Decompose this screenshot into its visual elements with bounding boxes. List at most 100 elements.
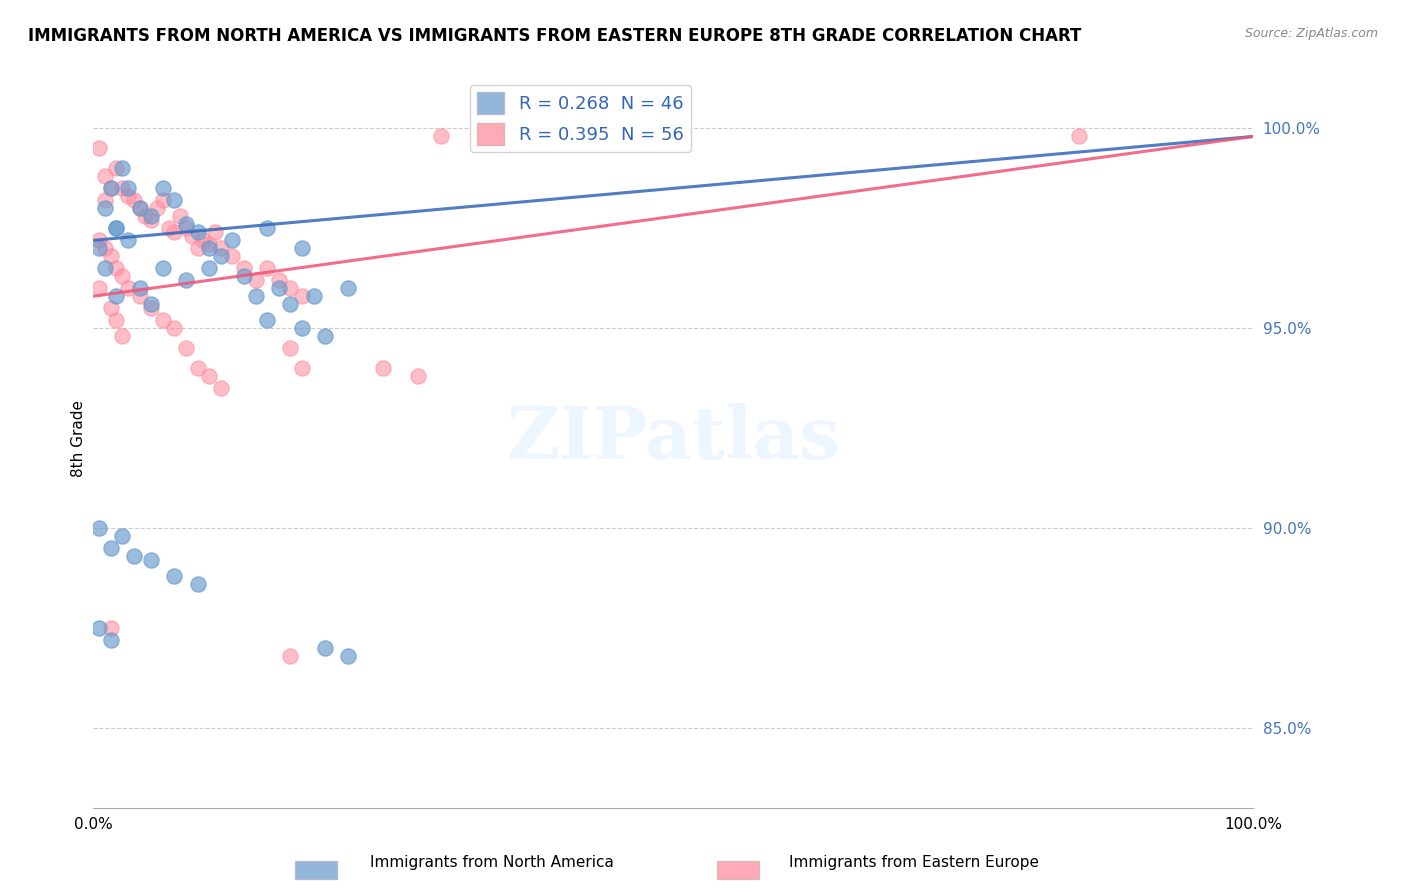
Point: [117, 281, 139, 295]
Point: [180, 229, 202, 244]
Point: [122, 194, 145, 208]
Point: [105, 261, 128, 276]
Point: [267, 273, 290, 287]
Point: [157, 221, 180, 235]
Point: [174, 273, 197, 287]
Point: [198, 241, 221, 255]
Point: [209, 381, 232, 395]
Point: [111, 181, 134, 195]
Point: [105, 289, 128, 303]
Point: [233, 269, 256, 284]
Point: [100, 181, 122, 195]
Point: [174, 221, 197, 235]
Point: [280, 281, 302, 295]
Point: [105, 313, 128, 327]
Point: [193, 233, 215, 247]
Point: [128, 281, 150, 295]
Point: [209, 241, 232, 255]
Point: [291, 241, 314, 255]
Point: [163, 194, 186, 208]
Point: [169, 210, 191, 224]
Text: ZIPatlas: ZIPatlas: [506, 402, 841, 474]
Y-axis label: 8th Grade: 8th Grade: [72, 400, 86, 476]
Point: [174, 218, 197, 232]
Point: [111, 269, 134, 284]
Point: [337, 648, 360, 663]
Point: [87, 241, 110, 255]
Point: [87, 141, 110, 155]
Point: [152, 194, 174, 208]
Point: [105, 161, 128, 176]
Point: [141, 210, 163, 224]
Point: [245, 273, 267, 287]
Point: [245, 289, 267, 303]
Point: [314, 329, 336, 343]
Point: [152, 181, 174, 195]
Point: [94, 261, 117, 276]
Point: [198, 261, 221, 276]
Point: [128, 202, 150, 216]
Point: [87, 233, 110, 247]
Point: [105, 221, 128, 235]
Point: [291, 321, 314, 335]
Point: [134, 210, 156, 224]
Point: [221, 233, 243, 247]
Point: [87, 281, 110, 295]
Point: [128, 202, 150, 216]
Point: [117, 181, 139, 195]
Point: [100, 621, 122, 635]
Point: [406, 369, 429, 384]
Text: Immigrants from Eastern Europe: Immigrants from Eastern Europe: [789, 855, 1039, 870]
Point: [163, 569, 186, 583]
Point: [94, 169, 117, 184]
Point: [163, 321, 186, 335]
Point: [302, 289, 325, 303]
Point: [100, 632, 122, 647]
Point: [204, 225, 226, 239]
Point: [100, 249, 122, 263]
Point: [187, 361, 209, 376]
Point: [163, 225, 186, 239]
Point: [291, 289, 314, 303]
Point: [291, 361, 314, 376]
Point: [280, 297, 302, 311]
Point: [117, 233, 139, 247]
Point: [94, 241, 117, 255]
Text: Source: ZipAtlas.com: Source: ZipAtlas.com: [1244, 27, 1378, 40]
Point: [87, 621, 110, 635]
Point: [174, 341, 197, 355]
Point: [111, 529, 134, 543]
Point: [152, 261, 174, 276]
Point: [256, 261, 278, 276]
Point: [141, 213, 163, 227]
Point: [152, 313, 174, 327]
Point: [280, 648, 302, 663]
Point: [337, 281, 360, 295]
Point: [100, 541, 122, 555]
Point: [233, 261, 256, 276]
Point: [146, 202, 169, 216]
Point: [111, 329, 134, 343]
Point: [1067, 129, 1090, 144]
Point: [187, 225, 209, 239]
Point: [221, 249, 243, 263]
Point: [141, 553, 163, 567]
Point: [256, 313, 278, 327]
Point: [209, 249, 232, 263]
Point: [141, 301, 163, 316]
Point: [187, 241, 209, 255]
Point: [105, 221, 128, 235]
Point: [94, 194, 117, 208]
Point: [94, 202, 117, 216]
Point: [256, 221, 278, 235]
Point: [187, 577, 209, 591]
Point: [280, 341, 302, 355]
Point: [128, 289, 150, 303]
Point: [314, 640, 336, 655]
Point: [371, 361, 394, 376]
Text: Immigrants from North America: Immigrants from North America: [370, 855, 614, 870]
Point: [198, 237, 221, 252]
Point: [122, 549, 145, 563]
Legend: R = 0.268  N = 46, R = 0.395  N = 56: R = 0.268 N = 46, R = 0.395 N = 56: [470, 85, 690, 153]
Point: [141, 297, 163, 311]
